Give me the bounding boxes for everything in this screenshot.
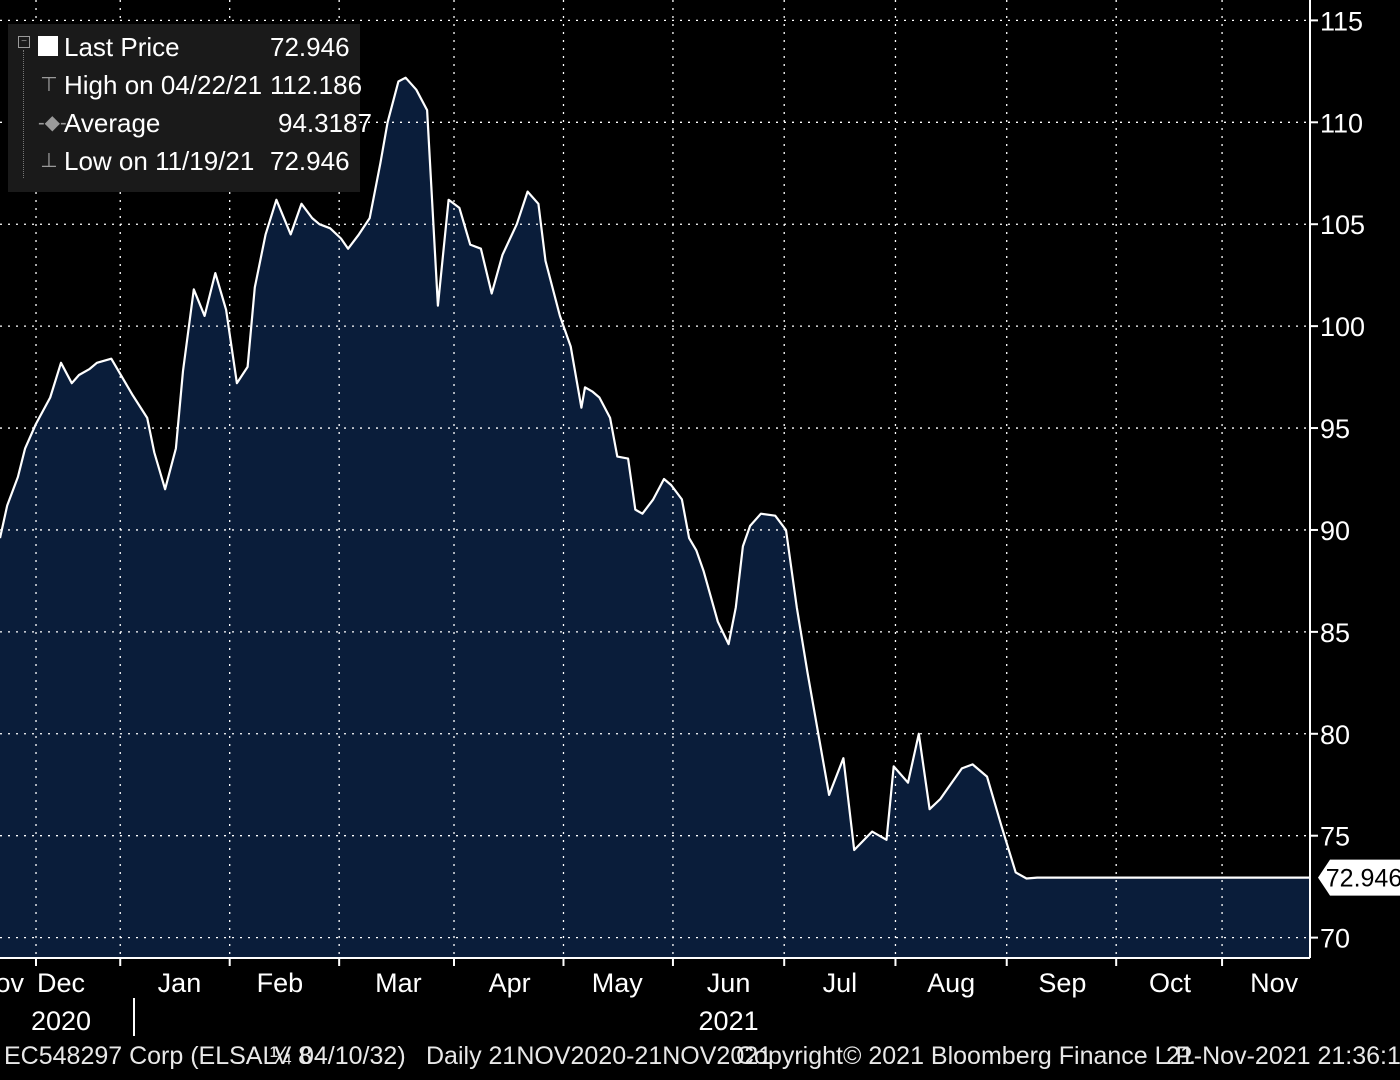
legend-label: High on 04/22/21 (64, 70, 263, 100)
footer-security: EC548297 Corp (ELSALV 8 (4, 1042, 313, 1070)
price-area-fill (0, 77, 1310, 958)
y-tick-label: 80 (1320, 720, 1350, 750)
legend-label: Average (64, 108, 161, 138)
x-tick-label: Oct (1149, 968, 1192, 998)
legend-collapse-toggle[interactable]: − (18, 36, 30, 48)
y-tick-label: 95 (1320, 414, 1350, 444)
last-price-swatch-icon (38, 36, 58, 56)
x-year-label: 2020 (31, 1006, 91, 1036)
legend-row-last-price[interactable]: Last Price 72.946 (8, 30, 360, 64)
x-tick-label: Sep (1038, 968, 1086, 998)
legend-tree-line (23, 50, 25, 178)
footer-timestamp: 21-Nov-2021 21:36:15 (1166, 1042, 1400, 1070)
legend-label: Low on 11/19/21 (64, 146, 255, 176)
x-tick-label: May (592, 968, 644, 998)
x-tick-label: Dec (37, 968, 85, 998)
price-line (0, 76, 1310, 880)
last-price-tag-shape (1318, 859, 1400, 896)
chart-footer: EC548297 Corp (ELSALV 8 ¼ 04/10/32) Dail… (0, 1042, 1400, 1078)
legend-row-low[interactable]: ⊥ Low on 11/19/21 72.946 (8, 144, 360, 178)
x-tick-label: Apr (489, 968, 531, 998)
x-tick-label: Nov (1250, 968, 1299, 998)
x-tick-label: Jul (823, 968, 858, 998)
y-tick-label: 70 (1320, 924, 1350, 954)
y-tick-label: 90 (1320, 516, 1350, 546)
average-marker-icon: -◆- (38, 112, 67, 134)
x-axis: NovDecJanFebMarAprMayJunJulAugSepOctNov2… (0, 957, 1310, 1036)
low-marker-icon: ⊥ (40, 150, 58, 172)
legend-panel: − Last Price 72.946 ⊤ High on 04/22/21 1… (8, 24, 372, 192)
x-year-label: 2021 (699, 1006, 759, 1036)
footer-copyright: Copyright© 2021 Bloomberg Finance L.P. (736, 1042, 1196, 1070)
legend-row-high[interactable]: ⊤ High on 04/22/21 112.186 (8, 68, 363, 102)
legend-value: 72.946 (270, 146, 350, 176)
x-tick-label: Feb (257, 968, 304, 998)
high-marker-icon: ⊤ (40, 74, 58, 96)
legend-value: 112.186 (270, 70, 363, 100)
y-axis: 70 75 80 85 90 95 100 105 110 115 (1309, 0, 1365, 958)
y-tick-label: 100 (1320, 312, 1365, 342)
y-tick-label: 85 (1320, 618, 1350, 648)
last-price-tag-text: 72.946 (1326, 865, 1400, 893)
legend-row-average[interactable]: -◆- Average 94.3187 (8, 106, 372, 140)
legend-value: 94.3187 (278, 108, 372, 138)
x-tick-label: Nov (0, 968, 25, 998)
legend-value: 72.946 (270, 32, 350, 62)
footer-coupon-fraction: ¼ (270, 1042, 291, 1070)
footer-date-range: Daily 21NOV2020-21NOV2021 (426, 1042, 773, 1070)
x-tick-label: Jun (707, 968, 751, 998)
y-tick-label: 105 (1320, 210, 1365, 240)
y-tick-label: 115 (1320, 6, 1363, 36)
footer-maturity: 04/10/32) (300, 1042, 406, 1070)
x-tick-label: Mar (375, 968, 422, 998)
legend-label: Last Price (64, 32, 180, 62)
x-tick-label: Jan (158, 968, 202, 998)
y-tick-label: 110 (1320, 108, 1363, 138)
last-price-tag: 72.946 (1318, 859, 1400, 896)
x-tick-label: Aug (927, 968, 975, 998)
y-tick-label: 75 (1320, 822, 1350, 852)
